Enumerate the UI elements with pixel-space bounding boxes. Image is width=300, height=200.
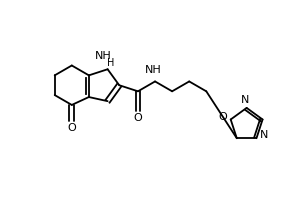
Text: NH: NH xyxy=(95,51,112,61)
Text: O: O xyxy=(68,123,76,133)
Text: O: O xyxy=(134,113,142,123)
Text: N: N xyxy=(241,95,249,105)
Text: O: O xyxy=(218,112,227,122)
Text: H: H xyxy=(107,58,114,68)
Text: N: N xyxy=(260,130,269,140)
Text: NH: NH xyxy=(145,65,161,75)
